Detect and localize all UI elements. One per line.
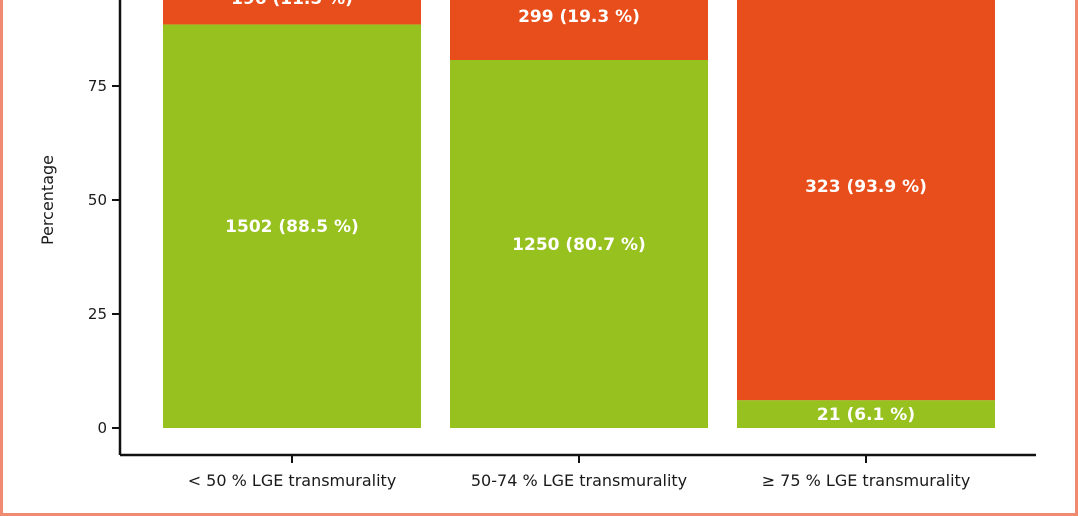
y-tick-label-25: 25 bbox=[88, 305, 107, 323]
bars-group bbox=[163, 0, 995, 429]
bar-segment-3-2 bbox=[737, 0, 995, 401]
bar-segment-2-1 bbox=[450, 60, 708, 429]
y-tick-label-50: 50 bbox=[88, 191, 107, 209]
data-label-3-1: 21 (6.1 %) bbox=[817, 405, 915, 425]
bar-segment-1-2 bbox=[163, 0, 421, 25]
labels-group: 1502 (88.5 %) 196 (11.5 %) 1250 (80.7 %) 29… bbox=[225, 0, 927, 425]
y-tick-label-75: 75 bbox=[88, 77, 107, 95]
bar-segment-2-2 bbox=[450, 0, 708, 61]
axes-group: 0 25 50 75 < 50 % LGE transmurality 50-74 % L… bbox=[88, 0, 1036, 490]
x-tick-label-3: ≥ 75 % LGE transmurality bbox=[762, 471, 971, 490]
bar-segment-1-1 bbox=[163, 24, 421, 428]
y-tick-label-0: 0 bbox=[97, 419, 107, 437]
data-label-2-2: 299 (19.3 %) bbox=[518, 7, 640, 27]
data-label-1-2: 196 (11.5 %) bbox=[231, 0, 353, 9]
x-tick-label-1: < 50 % LGE transmurality bbox=[188, 471, 397, 490]
data-label-2-1: 1250 (80.7 %) bbox=[512, 235, 646, 255]
x-tick-label-2: 50-74 % LGE transmurality bbox=[471, 471, 687, 490]
data-label-1-1: 1502 (88.5 %) bbox=[225, 217, 359, 237]
data-label-3-2: 323 (93.9 %) bbox=[805, 177, 927, 197]
stacked-bar-chart: 0 25 50 75 < 50 % LGE transmurality 50-74 % L… bbox=[38, 0, 1036, 490]
y-axis-title: Percentage bbox=[38, 155, 57, 245]
bar-segment-3-1 bbox=[737, 400, 995, 428]
